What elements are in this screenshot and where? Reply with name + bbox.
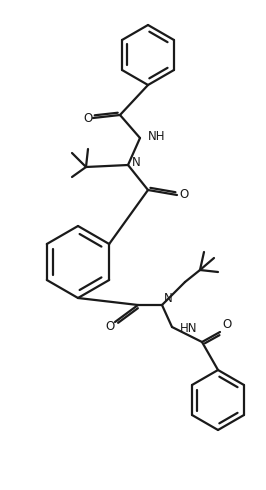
Text: O: O [179,189,189,201]
Text: O: O [105,320,115,334]
Text: N: N [164,293,173,305]
Text: NH: NH [148,129,165,143]
Text: O: O [83,112,93,124]
Text: O: O [222,318,232,332]
Text: N: N [132,156,141,170]
Text: HN: HN [180,322,197,336]
